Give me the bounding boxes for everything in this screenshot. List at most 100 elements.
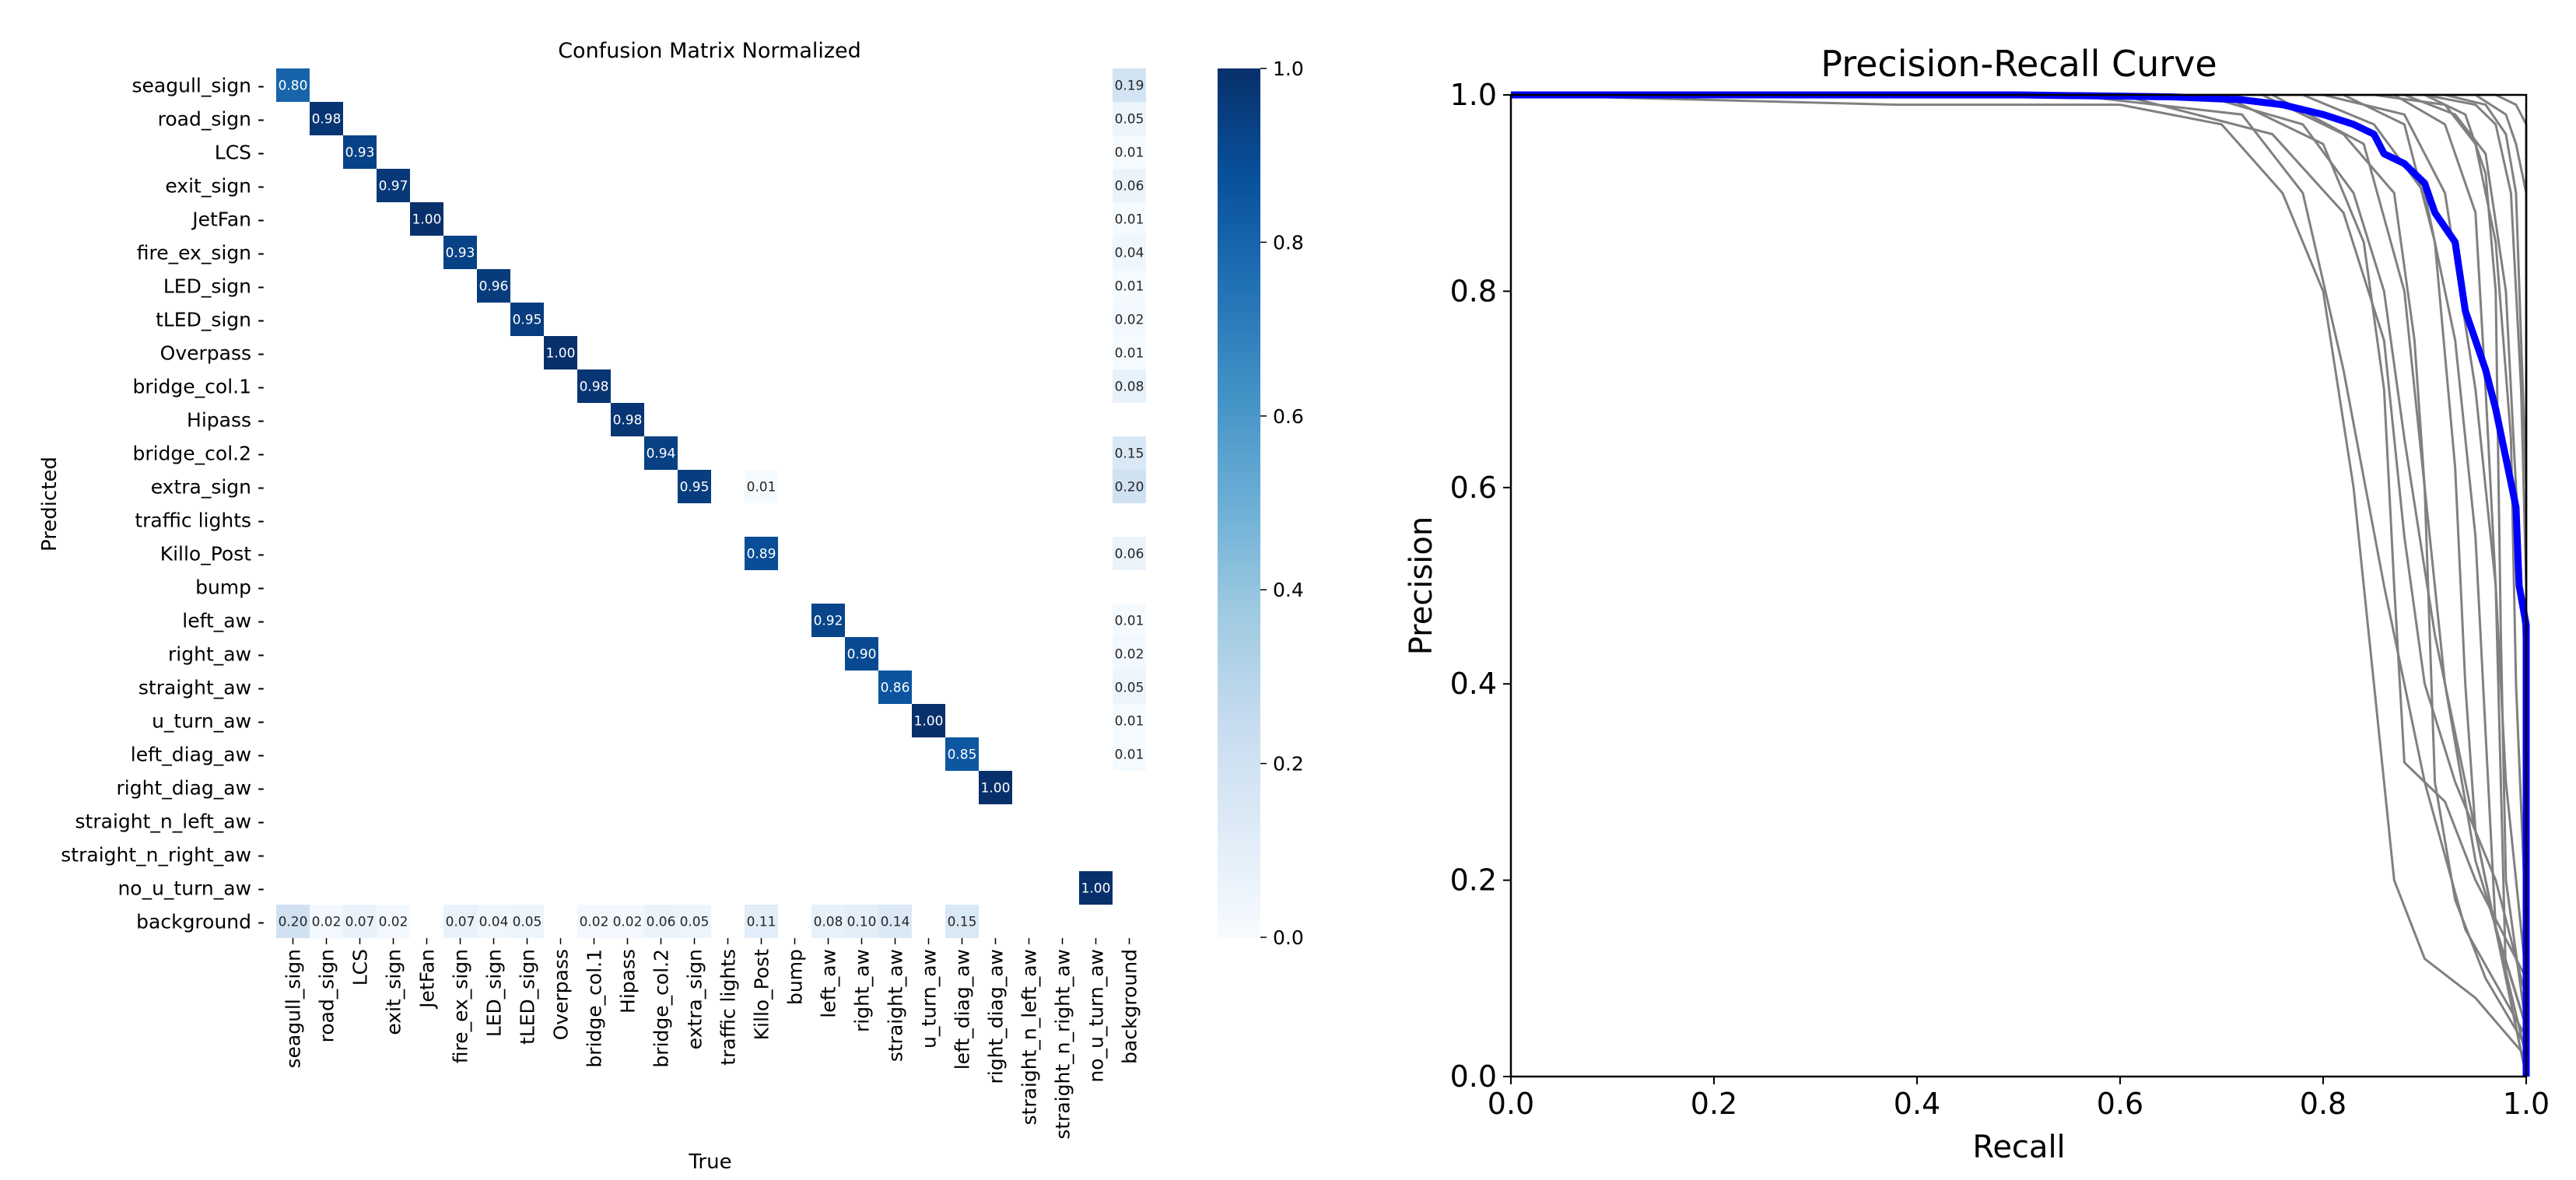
cm-row-label: exit_sign - — [165, 175, 265, 198]
cm-col-label: LED_sign — [483, 949, 506, 1037]
cm-cell-label: 0.04 — [479, 915, 509, 930]
cm-cell-label: 0.01 — [1115, 714, 1144, 730]
colorbar-tick-label: 0.2 — [1273, 753, 1304, 776]
cm-cell-label: 0.07 — [345, 915, 375, 930]
cm-cell — [644, 905, 678, 938]
cm-cell-label: 0.01 — [1115, 614, 1144, 629]
cm-col-label: Killo_Post — [751, 949, 773, 1041]
pr-series-line — [1511, 93, 2528, 999]
cm-cell — [845, 637, 878, 671]
confusion-matrix: Confusion Matrix Normalized 0.80 0.98 0.93… — [38, 39, 1146, 1174]
cm-cell-label: 0.06 — [1115, 547, 1144, 562]
cm-cell — [1113, 369, 1146, 403]
cm-row-label: Hipass - — [187, 409, 265, 432]
cm-cell-label: 0.93 — [446, 246, 475, 261]
cm-cell — [1113, 202, 1146, 236]
cm-cell — [1113, 537, 1146, 570]
pr-series-line — [1511, 93, 2528, 1077]
cm-cell-label: 0.94 — [647, 446, 676, 462]
cm-cell-label: 0.95 — [680, 480, 710, 495]
cm-cell — [1113, 169, 1146, 202]
cm-row-label: no_u_turn_aw - — [117, 877, 265, 900]
pr-y-tick-label: 0.0 — [1450, 1059, 1497, 1094]
pr-series-line — [1511, 93, 2528, 1028]
cm-cell-label: 0.11 — [747, 915, 776, 930]
cm-cell-label: 0.07 — [446, 915, 475, 930]
cm-cell-label: 1.00 — [412, 212, 442, 228]
cm-cell — [443, 236, 477, 269]
cm-cell — [945, 905, 979, 938]
pr-x-tick-label: 0.6 — [2097, 1087, 2143, 1121]
cm-row-label: Overpass - — [160, 342, 265, 365]
cm-cell-label: 0.05 — [680, 915, 710, 930]
cm-row-label: straight_aw - — [138, 677, 265, 699]
cm-row-label: extra_sign - — [151, 476, 265, 499]
cm-cell-label: 0.04 — [1115, 246, 1144, 261]
cm-cell-label: 1.00 — [981, 781, 1011, 797]
cm-col-label: fire_ex_sign — [450, 949, 472, 1063]
cm-cell-label: 0.01 — [1115, 346, 1144, 362]
pr-y-ticks: 0.0 0.2 0.4 0.6 0.8 1.0 — [1450, 78, 1511, 1094]
cm-cell — [377, 169, 410, 202]
cm-col-label: road_sign — [316, 949, 338, 1042]
cm-col-label: right_aw — [851, 949, 874, 1032]
cm-col-label: seagull_sign — [282, 949, 305, 1069]
cm-cell-label: 0.02 — [580, 915, 609, 930]
cm-cell — [310, 905, 343, 938]
cm-row-label: bump - — [195, 576, 265, 599]
pr-xlabel: Recall — [1972, 1129, 2065, 1165]
colorbar-ticks: 0.0 0.2 0.4 0.6 0.8 1.0 — [1260, 58, 1304, 949]
cm-row-label: u_turn_aw - — [152, 710, 265, 733]
cm-cell — [1113, 704, 1146, 737]
cm-cell — [1113, 336, 1146, 369]
cm-cell — [912, 704, 945, 737]
cm-cell-label: 0.05 — [513, 915, 542, 930]
pr-y-tick-label: 1.0 — [1450, 78, 1497, 112]
pr-series-line — [1511, 93, 2528, 1028]
pr-mean-line — [1511, 91, 2530, 1077]
cm-row-label: left_aw - — [182, 610, 265, 632]
pr-lines — [1510, 91, 2530, 1077]
cm-col-label: left_diag_aw — [952, 949, 974, 1070]
cm-col-label: straight_n_left_aw — [1018, 949, 1041, 1126]
cm-cell — [1079, 871, 1113, 905]
cm-row-label: Killo_Post - — [160, 543, 265, 565]
cm-cell-label: 0.01 — [747, 480, 776, 495]
cm-row-label: traffic lights - — [135, 509, 265, 532]
cm-cell-label: 0.80 — [279, 79, 308, 94]
cm-cells: 0.80 0.98 0.93 0.97 1.00 0.93 0.96 0.95 1.00 0.98… — [276, 68, 1146, 938]
pr-title: Precision-Recall Curve — [1821, 43, 2217, 85]
cm-cell — [510, 303, 544, 336]
cm-cell — [811, 604, 845, 637]
cm-cell — [276, 905, 310, 938]
cm-ylabel: Predicted — [38, 457, 61, 551]
pr-y-tick-label: 0.2 — [1450, 863, 1497, 898]
cm-col-label: background — [1119, 949, 1141, 1064]
cm-cell — [678, 905, 711, 938]
cm-row-label: straight_n_left_aw - — [75, 811, 265, 833]
pr-x-tick-label: 0.2 — [1691, 1087, 1737, 1121]
cm-cell-label: 0.08 — [1115, 380, 1144, 395]
pr-series-line — [1511, 93, 2528, 1038]
cm-cell-label: 0.93 — [345, 145, 375, 161]
cm-cell-label: 1.00 — [914, 714, 944, 730]
cm-cell-label: 0.95 — [513, 313, 542, 328]
cm-col-label: straight_n_right_aw — [1052, 949, 1074, 1140]
cm-row-label: JetFan - — [191, 208, 265, 231]
cm-col-label: u_turn_aw — [918, 949, 941, 1049]
cm-cell-label: 0.15 — [1115, 446, 1144, 462]
pr-series-line — [1511, 93, 2528, 1048]
cm-cell — [343, 135, 377, 169]
cm-col-label: Overpass — [550, 949, 573, 1040]
cm-cell-label: 0.01 — [1115, 748, 1144, 763]
pr-series-line — [1511, 93, 2528, 979]
cm-row-label: straight_n_right_aw - — [61, 844, 265, 867]
cm-cell — [745, 537, 778, 570]
cm-cell — [945, 737, 979, 771]
cm-cell-label: 0.98 — [613, 413, 643, 429]
cm-row-label: LCS - — [215, 142, 265, 164]
cm-cell — [1113, 269, 1146, 303]
colorbar-tick-label: 0.4 — [1273, 579, 1304, 601]
pr-curve-chart: Precision-Recall Curve 0.0 0.2 0.4 0.6 0.8 1.… — [1404, 43, 2550, 1165]
cm-col-label: tLED_sign — [517, 949, 539, 1045]
